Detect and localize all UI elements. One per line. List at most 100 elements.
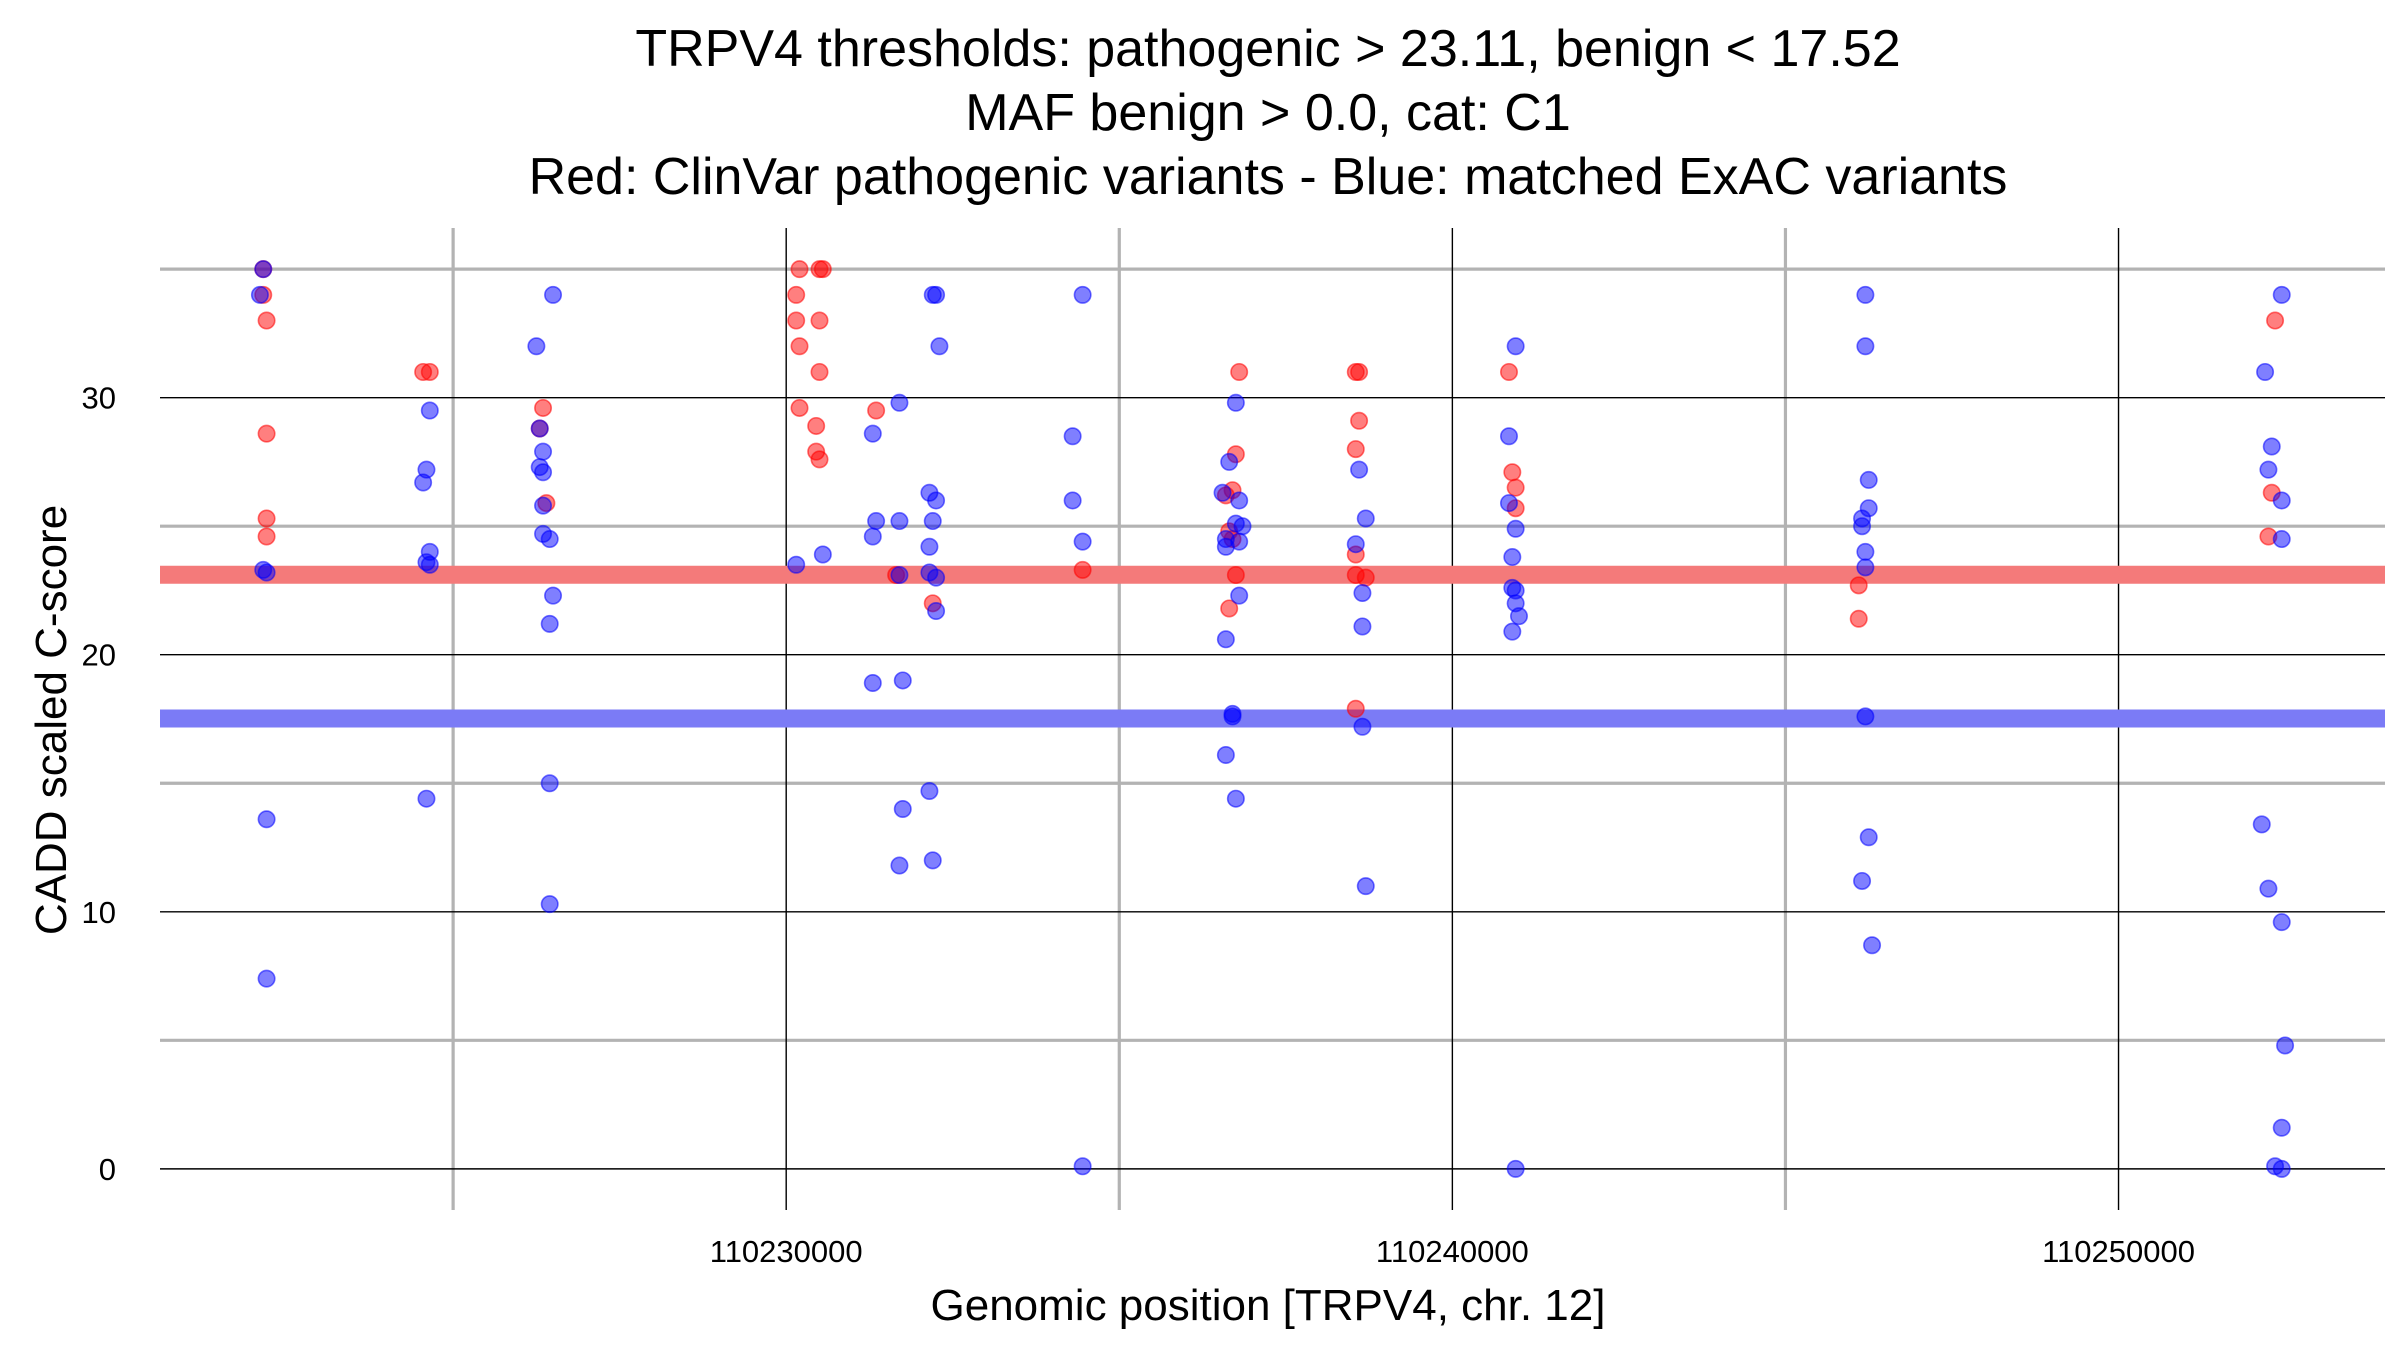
exac-variant-point bbox=[1233, 517, 1252, 536]
exac-variant-point bbox=[2272, 530, 2291, 549]
clinvar-pathogenic-point bbox=[1356, 568, 1375, 587]
clinvar-pathogenic-point bbox=[1226, 566, 1245, 585]
exac-variant-point bbox=[1506, 1159, 1525, 1178]
clinvar-pathogenic-point bbox=[810, 362, 829, 381]
exac-variant-point bbox=[1499, 494, 1518, 513]
exac-variant-point bbox=[534, 463, 553, 482]
exac-variant-point bbox=[1503, 548, 1522, 567]
exac-variant-point bbox=[257, 969, 276, 988]
exac-variant-point bbox=[417, 789, 436, 808]
exac-variant-point bbox=[1216, 745, 1235, 764]
exac-variant-point bbox=[920, 781, 939, 800]
exac-variant-point bbox=[2256, 362, 2275, 381]
clinvar-pathogenic-point bbox=[1849, 609, 1868, 628]
exac-variant-point bbox=[1856, 542, 1875, 561]
y-axis-title: CADD scaled C-score bbox=[27, 505, 76, 935]
clinvar-pathogenic-point bbox=[810, 450, 829, 469]
exac-variant-point bbox=[927, 568, 946, 587]
exac-variant-point bbox=[1856, 707, 1875, 726]
exac-variant-point bbox=[534, 496, 553, 515]
exac-variant-point bbox=[863, 674, 882, 693]
exac-variant-point bbox=[254, 260, 273, 279]
exac-variant-point bbox=[927, 285, 946, 304]
clinvar-pathogenic-point bbox=[1346, 699, 1365, 718]
clinvar-pathogenic-point bbox=[787, 285, 806, 304]
exac-variant-point bbox=[927, 491, 946, 510]
clinvar-pathogenic-point bbox=[1849, 576, 1868, 595]
y-tick-label: 20 bbox=[82, 638, 116, 673]
clinvar-pathogenic-point bbox=[813, 260, 832, 279]
clinvar-pathogenic-point bbox=[867, 401, 886, 420]
exac-variant-point bbox=[1356, 877, 1375, 896]
exac-variant-point bbox=[1063, 491, 1082, 510]
exac-variant-point bbox=[540, 774, 559, 793]
exac-variant-point bbox=[1230, 532, 1249, 551]
clinvar-pathogenic-point bbox=[1499, 362, 1518, 381]
clinvar-pathogenic-point bbox=[2266, 311, 2285, 330]
exac-variant-point bbox=[2272, 1159, 2291, 1178]
x-tick-label: 110250000 bbox=[2042, 1234, 2195, 1269]
exac-variant-point bbox=[890, 512, 909, 531]
exac-variant-point bbox=[920, 537, 939, 556]
title-line-3: Red: ClinVar pathogenic variants - Blue:… bbox=[529, 148, 2008, 206]
exac-variant-point bbox=[1856, 558, 1875, 577]
exac-variant-point bbox=[420, 555, 439, 574]
y-tick-label: 30 bbox=[82, 381, 116, 416]
exac-variant-point bbox=[1353, 717, 1372, 736]
exac-variant-point bbox=[527, 337, 546, 356]
clinvar-pathogenic-point bbox=[787, 311, 806, 330]
data-points bbox=[250, 260, 2295, 1178]
clinvar-pathogenic-point bbox=[1346, 440, 1365, 459]
exac-variant-point bbox=[813, 545, 832, 564]
exac-variant-point bbox=[414, 473, 433, 492]
exac-variant-point bbox=[787, 555, 806, 574]
x-tick-label: 110230000 bbox=[710, 1234, 863, 1269]
threshold-lines bbox=[160, 565, 2385, 728]
exac-variant-point bbox=[890, 566, 909, 585]
exac-variant-point bbox=[1226, 393, 1245, 412]
exac-variant-point bbox=[2262, 437, 2281, 456]
exac-variant-point bbox=[1216, 630, 1235, 649]
clinvar-pathogenic-point bbox=[790, 398, 809, 417]
exac-variant-point bbox=[1350, 460, 1369, 479]
exac-variant-point bbox=[1063, 427, 1082, 446]
exac-variant-point bbox=[530, 419, 549, 438]
exac-variant-point bbox=[1213, 483, 1232, 502]
exac-variant-point bbox=[863, 527, 882, 546]
exac-variant-point bbox=[1506, 337, 1525, 356]
exac-variant-point bbox=[544, 586, 563, 605]
clinvar-pathogenic-point bbox=[1350, 362, 1369, 381]
x-axis-title: Genomic position [TRPV4, chr. 12] bbox=[931, 1281, 1606, 1330]
exac-variant-point bbox=[257, 563, 276, 582]
exac-variant-point bbox=[1220, 452, 1239, 471]
exac-variant-point bbox=[420, 401, 439, 420]
exac-variant-point bbox=[1353, 617, 1372, 636]
clinvar-pathogenic-point bbox=[810, 311, 829, 330]
exac-variant-point bbox=[257, 810, 276, 829]
clinvar-pathogenic-point bbox=[420, 362, 439, 381]
title-line-2: MAF benign > 0.0, cat: C1 bbox=[965, 84, 1571, 142]
x-axis-tick-labels: 110230000 110240000 110250000 bbox=[710, 1234, 2195, 1269]
exac-variant-point bbox=[1856, 337, 1875, 356]
clinvar-pathogenic-point bbox=[257, 509, 276, 528]
exac-variant-point bbox=[1230, 491, 1249, 510]
exac-variant-point bbox=[1506, 519, 1525, 538]
exac-variant-point bbox=[1853, 517, 1872, 536]
exac-variant-point bbox=[1503, 622, 1522, 641]
clinvar-pathogenic-point bbox=[1073, 560, 1092, 579]
clinvar-pathogenic-point bbox=[1350, 411, 1369, 430]
exac-variant-point bbox=[544, 285, 563, 304]
clinvar-pathogenic-point bbox=[257, 527, 276, 546]
exac-variant-point bbox=[2272, 491, 2291, 510]
x-tick-label: 110240000 bbox=[1376, 1234, 1529, 1269]
chart-title: TRPV4 thresholds: pathogenic > 23.11, be… bbox=[529, 20, 2008, 206]
exac-variant-point bbox=[927, 602, 946, 621]
y-tick-label: 0 bbox=[99, 1152, 116, 1187]
exac-variant-point bbox=[1863, 936, 1882, 955]
exac-variant-point bbox=[250, 285, 269, 304]
exac-variant-point bbox=[890, 393, 909, 412]
title-line-1: TRPV4 thresholds: pathogenic > 23.11, be… bbox=[635, 20, 1900, 78]
exac-variant-point bbox=[1509, 607, 1528, 626]
exac-variant-point bbox=[1353, 584, 1372, 603]
